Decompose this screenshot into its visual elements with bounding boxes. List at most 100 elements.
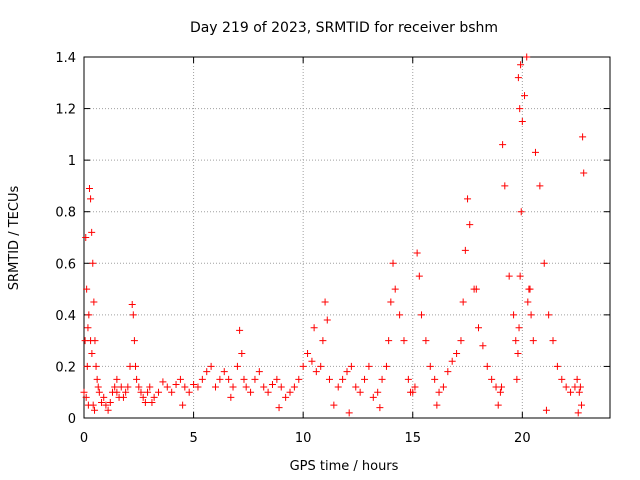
data-point: [229, 383, 237, 391]
data-point: [95, 388, 103, 396]
data-point: [286, 388, 294, 396]
data-point: [260, 383, 268, 391]
data-point: [464, 195, 472, 203]
data-point: [444, 368, 452, 376]
x-tick-label: 0: [80, 431, 88, 446]
data-point: [113, 388, 121, 396]
data-point: [461, 246, 469, 254]
data-point: [562, 383, 570, 391]
data-point: [576, 383, 584, 391]
y-axis-label: SRMTID / TECUs: [7, 186, 22, 291]
data-point: [85, 185, 93, 193]
data-point: [422, 337, 430, 345]
data-point: [515, 324, 523, 332]
data-point: [98, 399, 106, 407]
data-point: [290, 383, 298, 391]
data-point: [227, 393, 235, 401]
data-point: [282, 393, 290, 401]
data-point: [365, 362, 373, 370]
data-point: [479, 342, 487, 350]
data-point: [94, 383, 102, 391]
data-point: [242, 383, 250, 391]
data-point: [411, 383, 419, 391]
data-point: [347, 362, 355, 370]
data-point: [413, 249, 421, 257]
data-point: [513, 375, 521, 383]
data-point: [526, 285, 534, 293]
data-point: [574, 409, 582, 417]
data-point: [179, 401, 187, 409]
data-point: [159, 378, 167, 386]
data-point: [466, 221, 474, 229]
data-point: [83, 285, 91, 293]
data-point: [80, 388, 88, 396]
data-point: [89, 259, 97, 267]
data-point: [339, 375, 347, 383]
y-tick-label: 0: [68, 412, 76, 427]
y-tick-label: 1.2: [55, 103, 76, 118]
data-point: [91, 406, 99, 414]
data-point: [472, 285, 480, 293]
data-point: [155, 388, 163, 396]
data-point: [106, 399, 114, 407]
data-point: [343, 368, 351, 376]
data-point: [304, 350, 312, 358]
data-point: [119, 393, 127, 401]
data-point: [146, 383, 154, 391]
data-point: [404, 375, 412, 383]
data-point: [433, 401, 441, 409]
data-point: [527, 311, 535, 319]
data-point: [185, 388, 193, 396]
chart-title: Day 219 of 2023, SRMTID for receiver bsh…: [190, 20, 498, 36]
data-point: [87, 337, 95, 345]
data-point: [299, 362, 307, 370]
data-point: [312, 368, 320, 376]
plot-frame: [83, 56, 611, 419]
data-point: [382, 362, 390, 370]
x-tick-label: 15: [404, 431, 421, 446]
data-point: [499, 141, 507, 149]
y-tick-label: 1: [68, 154, 76, 169]
data-point: [133, 375, 141, 383]
y-tick-label: 1.4: [55, 51, 76, 66]
x-tick-label: 5: [189, 431, 197, 446]
data-point: [277, 383, 285, 391]
data-point: [139, 393, 147, 401]
x-tick-label: 10: [295, 431, 312, 446]
data-point: [426, 362, 434, 370]
data-point: [501, 182, 509, 190]
data-point: [542, 406, 550, 414]
data-point: [148, 399, 156, 407]
data-point: [198, 375, 206, 383]
data-point: [512, 337, 520, 345]
data-point: [536, 182, 544, 190]
data-point: [295, 375, 303, 383]
data-point: [319, 337, 327, 345]
data-point: [516, 105, 524, 113]
data-point: [100, 393, 108, 401]
data-point: [264, 388, 272, 396]
data-point: [457, 337, 465, 345]
data-point: [240, 375, 248, 383]
x-tick-label: 20: [514, 431, 531, 446]
data-point: [374, 388, 382, 396]
data-point: [517, 61, 525, 69]
data-point: [141, 399, 149, 407]
data-point: [516, 272, 524, 280]
data-point: [89, 401, 97, 409]
y-tick-label: 0.4: [55, 309, 76, 324]
data-point: [111, 383, 119, 391]
data-point: [540, 259, 548, 267]
data-point: [553, 362, 561, 370]
data-point: [387, 298, 395, 306]
data-point: [323, 316, 331, 324]
data-point: [310, 324, 318, 332]
data-point: [431, 375, 439, 383]
data-point: [176, 375, 184, 383]
data-point: [233, 362, 241, 370]
data-point: [194, 383, 202, 391]
data-point: [84, 324, 92, 332]
data-point: [475, 324, 482, 332]
data-point: [102, 401, 110, 409]
